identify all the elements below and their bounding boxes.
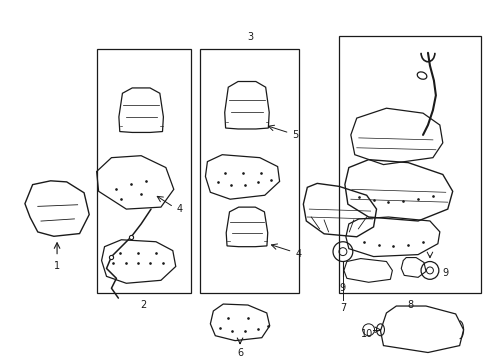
Text: 1: 1 [54, 261, 60, 271]
Text: 8: 8 [407, 300, 412, 310]
Text: 9: 9 [339, 283, 346, 293]
Text: 5: 5 [292, 130, 298, 140]
Bar [338, 36, 480, 293]
Bar [200, 49, 299, 293]
Text: 9: 9 [442, 269, 448, 278]
Text: 6: 6 [237, 347, 243, 357]
Bar [97, 49, 190, 293]
Text: 4: 4 [295, 249, 301, 258]
Text: 3: 3 [246, 32, 252, 42]
Text: 7: 7 [339, 303, 346, 313]
Text: 10: 10 [360, 329, 372, 339]
Text: 4: 4 [176, 204, 183, 214]
Text: 2: 2 [140, 300, 146, 310]
